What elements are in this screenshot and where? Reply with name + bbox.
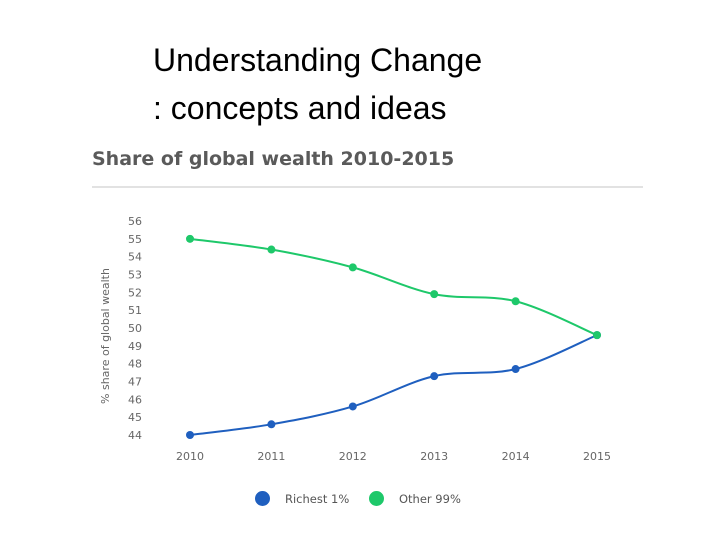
y-tick-label: 47: [128, 376, 142, 389]
slide-title: Understanding Change : concepts and idea…: [153, 36, 693, 132]
data-point-richest: [430, 372, 439, 381]
y-tick-label: 44: [128, 429, 142, 442]
data-point-richest: [511, 365, 520, 374]
legend-label-other: Other 99%: [399, 492, 461, 506]
slide-title-line-1: Understanding Change: [153, 42, 483, 78]
legend-label-richest: Richest 1%: [285, 492, 350, 506]
data-point-other: [430, 290, 439, 299]
y-tick-label: 53: [128, 269, 142, 282]
y-tick-label: 54: [128, 251, 142, 264]
chart-title-divider: [92, 186, 643, 188]
legend-swatch-other: [369, 491, 384, 506]
y-tick-label: 56: [128, 215, 142, 228]
data-point-richest: [186, 431, 194, 439]
series-points: [186, 234, 601, 439]
series-line-richest: [189, 334, 598, 436]
y-tick-label: 45: [128, 411, 142, 424]
series-line-other: [189, 237, 598, 337]
data-point-richest: [348, 402, 357, 411]
y-tick-label: 51: [128, 304, 142, 317]
data-point-richest: [267, 420, 276, 429]
x-tick-label: 2015: [583, 450, 611, 463]
data-point-other: [511, 297, 520, 306]
data-point-other: [348, 263, 357, 272]
data-point-other: [267, 245, 276, 254]
series-lines: [189, 237, 598, 436]
y-axis-ticks: 44 45 46 47 48 49 50 51 52 53 54 55 56: [128, 215, 142, 442]
x-tick-label: 2012: [339, 450, 367, 463]
y-tick-label: 48: [128, 358, 142, 371]
data-point-other: [593, 331, 601, 340]
legend-swatch-richest: [255, 491, 270, 506]
x-axis-ticks: 2010 2011 2012 2013 2014 2015: [176, 450, 611, 463]
y-tick-label: 49: [128, 340, 142, 353]
data-point-other: [186, 234, 194, 243]
x-tick-label: 2010: [176, 450, 204, 463]
chart-title: Share of global wealth 2010-2015: [92, 148, 455, 170]
y-tick-label: 46: [128, 393, 142, 406]
slide-title-line-2: : concepts and ideas: [153, 90, 447, 126]
x-tick-label: 2014: [502, 450, 530, 463]
y-axis-label: % share of global wealth: [99, 268, 112, 404]
x-tick-label: 2013: [420, 450, 448, 463]
y-tick-label: 55: [128, 233, 142, 246]
y-tick-label: 50: [128, 322, 142, 335]
x-tick-label: 2011: [257, 450, 285, 463]
y-tick-label: 52: [128, 286, 142, 299]
